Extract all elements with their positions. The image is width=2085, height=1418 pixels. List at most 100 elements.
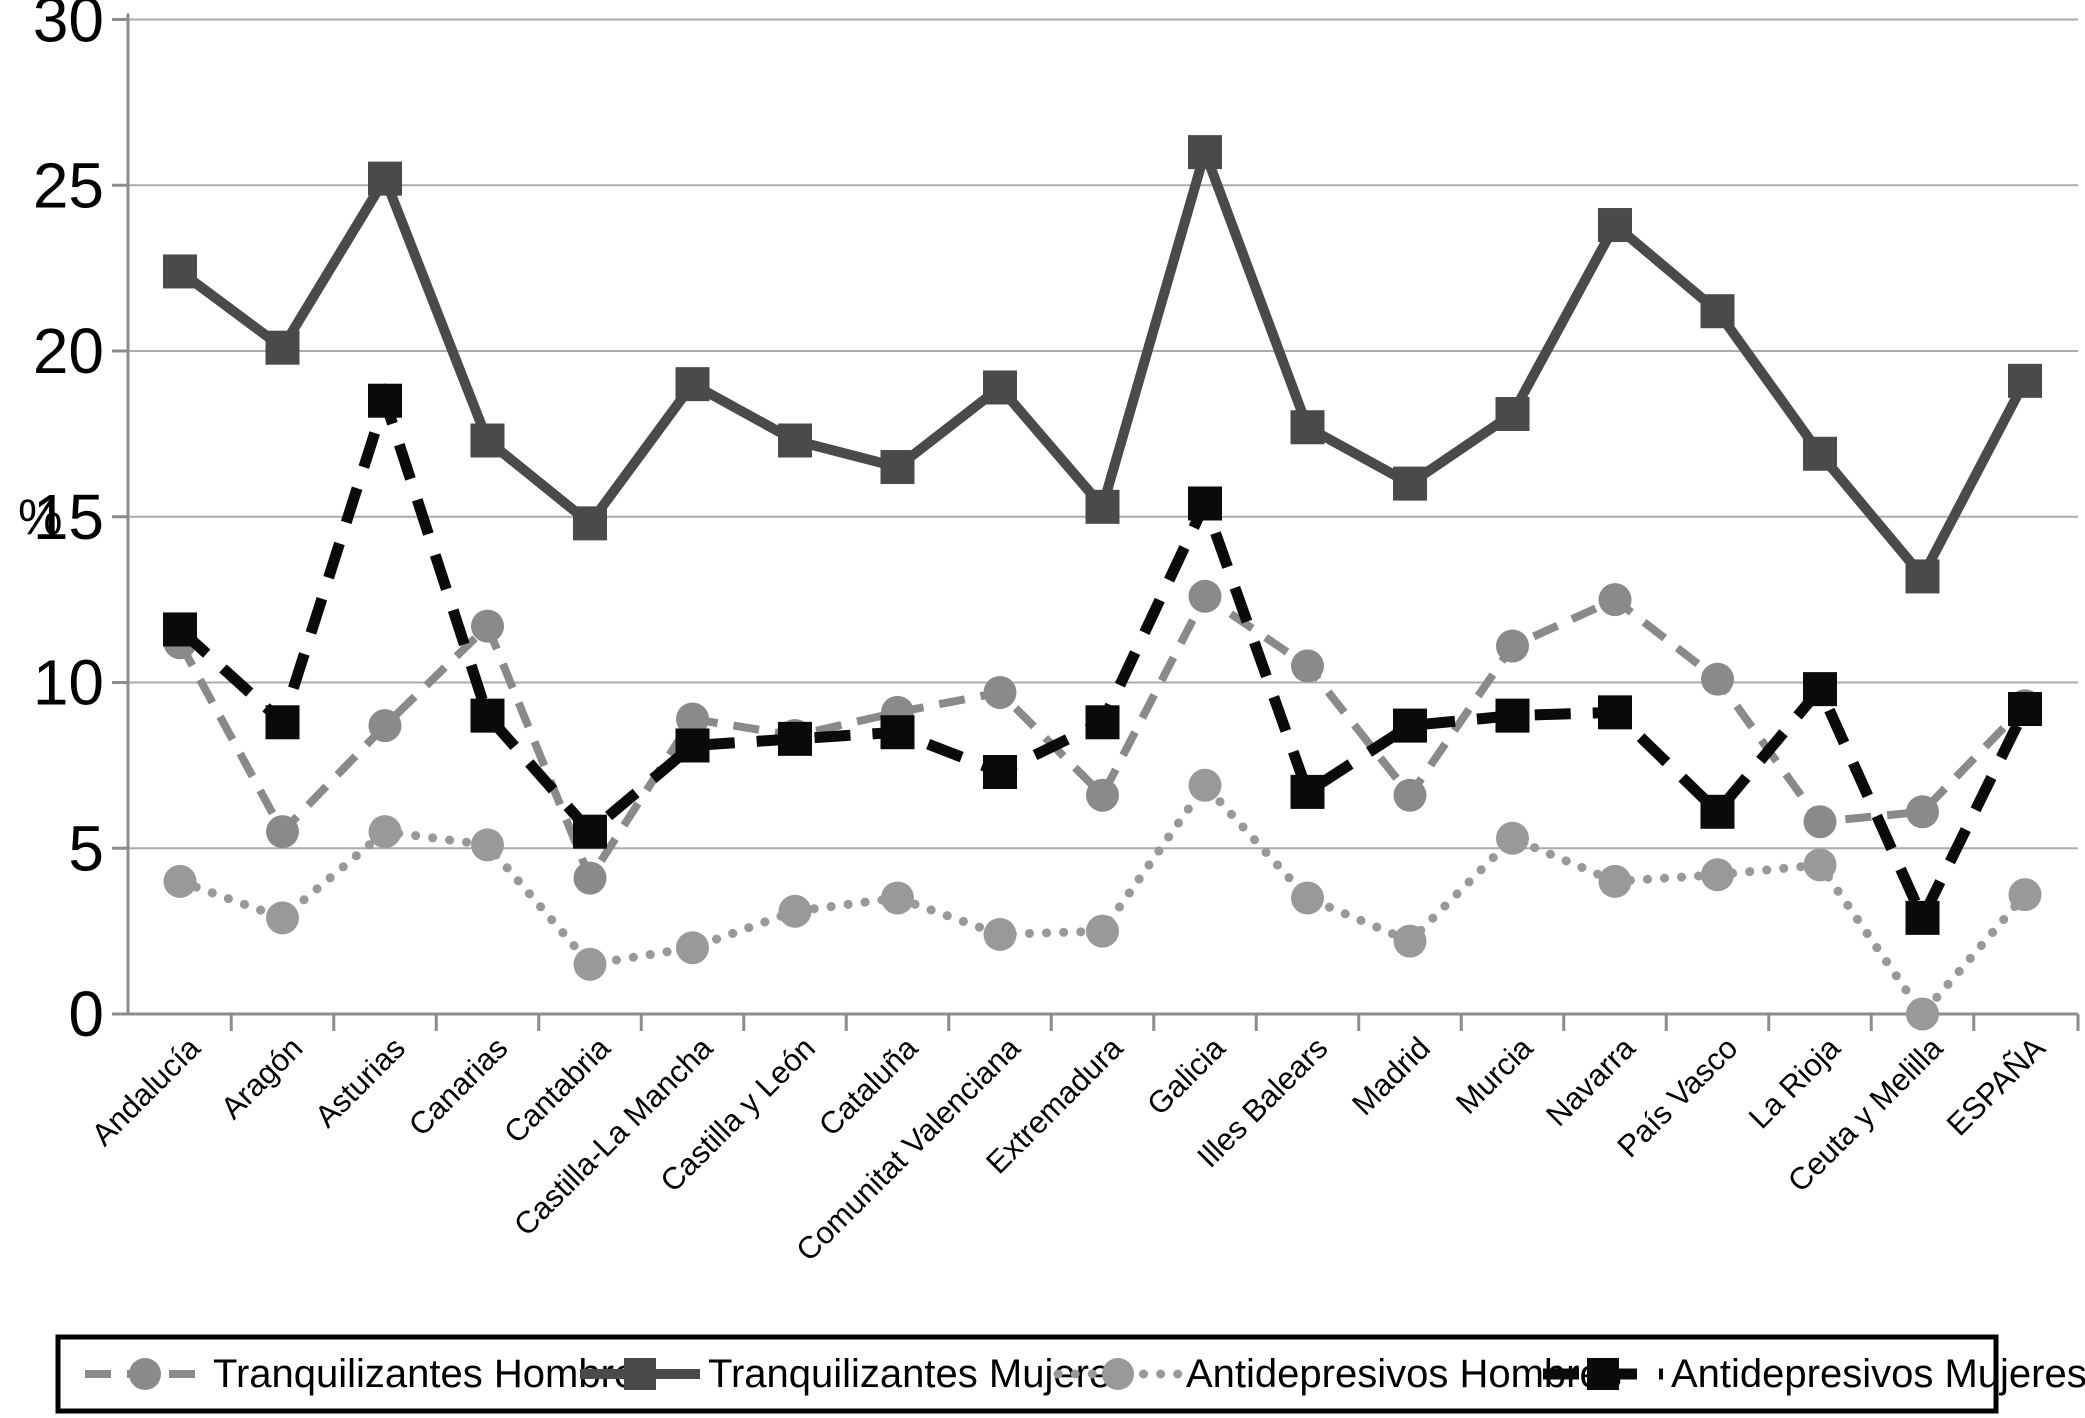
data-point-antidepresivos-hombres-asturias: [368, 815, 402, 849]
data-point-tranquilizantes-mujeres-madrid: [1393, 466, 1427, 501]
data-point-antidepresivos-mujeres-cataluna: [880, 715, 915, 750]
data-point-tranquilizantes-mujeres-navarra: [1598, 208, 1632, 243]
y-axis-tick-label: 15: [33, 481, 104, 553]
data-point-antidepresivos-hombres-cataluna: [881, 881, 914, 915]
data-point-tranquilizantes-mujeres-cataluna: [880, 450, 915, 485]
axes: [112, 13, 2080, 1031]
data-point-tranquilizantes-hombres-madrid: [1393, 778, 1427, 812]
data-point-antidepresivos-hombres-canarias: [471, 828, 504, 862]
y-axis-tick-label: 0: [68, 978, 104, 1050]
data-point-antidepresivos-hombres-espana: [2008, 878, 2042, 912]
data-point-antidepresivos-mujeres-castilla-y-leon: [778, 721, 812, 756]
data-point-antidepresivos-hombres-galicia: [1188, 768, 1222, 802]
data-point-antidepresivos-hombres-ceuta-y-melilla: [1906, 997, 1939, 1031]
data-point-antidepresivos-hombres-la-rioja: [1803, 848, 1837, 882]
y-axis-tick-label: 25: [33, 149, 104, 221]
legend-marker-circle: [129, 1358, 161, 1390]
legend-marker-circle: [1102, 1358, 1134, 1390]
data-point-tranquilizantes-mujeres-galicia: [1188, 135, 1222, 170]
x-axis-category-label-murcia: Murcia: [1449, 1030, 1540, 1121]
data-point-tranquilizantes-hombres-extremadura: [1086, 778, 1119, 812]
legend-item-antidepresivos-mujeres: Antidepresivos Mujeres: [1543, 1352, 2085, 1396]
data-point-antidepresivos-mujeres-murcia: [1495, 698, 1530, 733]
data-point-antidepresivos-hombres-navarra: [1598, 864, 1632, 898]
data-point-tranquilizantes-hombres-aragon: [266, 815, 299, 849]
x-axis-category-label-espana: ESPAÑA: [1940, 1030, 2052, 1142]
data-point-tranquilizantes-hombres-galicia: [1188, 579, 1222, 613]
data-point-tranquilizantes-mujeres-murcia: [1495, 396, 1530, 431]
data-point-tranquilizantes-hombres-canarias: [471, 609, 504, 643]
data-point-antidepresivos-hombres-pais-vasco: [1701, 858, 1734, 892]
data-point-antidepresivos-mujeres-andalucia: [163, 612, 197, 647]
legend-marker-square: [624, 1358, 656, 1390]
series-line-antidepresivos-hombres: [175, 778, 2030, 1022]
x-axis-category-label-madrid: Madrid: [1345, 1030, 1437, 1122]
data-point-antidepresivos-hombres-cantabria: [573, 947, 607, 981]
data-point-tranquilizantes-mujeres-extremadura: [1085, 489, 1120, 524]
data-point-tranquilizantes-mujeres-cantabria: [573, 506, 607, 541]
x-axis-category-label-castilla-la-mancha: Castilla-La Mancha: [507, 1030, 720, 1243]
data-point-antidepresivos-hombres-extremadura: [1086, 914, 1119, 948]
data-point-antidepresivos-mujeres-pais-vasco: [1700, 794, 1735, 829]
data-point-tranquilizantes-mujeres-illes-balears: [1290, 410, 1325, 445]
series-antidepresivos-hombres: [163, 768, 2042, 1031]
data-point-tranquilizantes-mujeres-castilla-y-leon: [778, 423, 812, 458]
data-point-tranquilizantes-hombres-navarra: [1598, 583, 1632, 617]
data-point-tranquilizantes-hombres-murcia: [1496, 629, 1529, 663]
data-point-antidepresivos-mujeres-espana: [2008, 692, 2042, 727]
legend-box: [55, 1334, 1999, 1414]
data-point-antidepresivos-mujeres-galicia: [1188, 486, 1222, 521]
y-axis-tick-label: 20: [33, 315, 104, 387]
data-point-tranquilizantes-hombres-asturias: [368, 709, 402, 743]
data-point-antidepresivos-hombres-comunitat-valenciana: [983, 917, 1017, 951]
x-axis-labels: Andalucía AragónAsturiasCanariasCantabria…: [85, 1030, 2052, 1268]
data-point-tranquilizantes-mujeres-castilla-la-mancha: [675, 367, 710, 402]
data-point-tranquilizantes-mujeres-la-rioja: [1803, 436, 1837, 471]
data-point-tranquilizantes-hombres-ceuta-y-melilla: [1906, 795, 1939, 829]
x-axis-category-label-navarra: Navarra: [1539, 1030, 1642, 1133]
data-point-tranquilizantes-mujeres-ceuta-y-melilla: [1905, 559, 1940, 594]
data-point-antidepresivos-mujeres-madrid: [1393, 708, 1427, 743]
y-axis-tick-label: 5: [68, 812, 104, 884]
x-axis-category-label-aragon: Aragón: [214, 1030, 309, 1125]
series-line-antidepresivos-mujeres: [176, 382, 2030, 931]
data-point-antidepresivos-mujeres-aragon: [265, 705, 300, 740]
data-point-antidepresivos-hombres-castilla-la-mancha: [676, 931, 709, 965]
data-point-tranquilizantes-hombres-illes-balears: [1291, 649, 1324, 683]
legend-label-tranquilizantes-mujeres: Tranquilizantes Mujeres: [708, 1352, 1131, 1396]
data-point-antidepresivos-hombres-illes-balears: [1291, 881, 1324, 915]
series-tranquilizantes-mujeres: [163, 135, 2042, 594]
data-point-tranquilizantes-mujeres-comunitat-valenciana: [983, 370, 1017, 405]
x-axis-category-label-la-rioja: La Rioja: [1742, 1030, 1848, 1136]
y-axis-title: %: [18, 489, 62, 545]
data-point-tranquilizantes-mujeres-pais-vasco: [1700, 294, 1735, 329]
data-point-tranquilizantes-hombres-cantabria: [573, 861, 607, 895]
data-point-antidepresivos-hombres-andalucia: [163, 864, 197, 898]
data-point-antidepresivos-hombres-aragon: [266, 901, 299, 935]
legend-item-antidepresivos-hombres: Antidepresivos Hombres: [1053, 1352, 1622, 1396]
legend: Tranquilizantes Hombres Tranquilizantes M…: [55, 1334, 2085, 1414]
data-point-antidepresivos-mujeres-cantabria: [573, 814, 607, 849]
data-point-tranquilizantes-mujeres-andalucia: [163, 254, 197, 289]
data-point-antidepresivos-hombres-madrid: [1393, 924, 1427, 958]
data-point-antidepresivos-mujeres-castilla-la-mancha: [675, 728, 710, 763]
data-point-antidepresivos-mujeres-la-rioja: [1803, 672, 1837, 707]
y-axis-tick-label: 10: [33, 647, 104, 719]
data-point-tranquilizantes-mujeres-aragon: [265, 330, 300, 365]
series-tranquilizantes-hombres: [163, 579, 2042, 895]
data-point-antidepresivos-mujeres-canarias: [470, 698, 505, 733]
data-point-antidepresivos-mujeres-asturias: [368, 383, 402, 418]
data-point-antidepresivos-mujeres-extremadura: [1085, 705, 1120, 740]
data-point-antidepresivos-mujeres-comunitat-valenciana: [983, 755, 1017, 790]
series-antidepresivos-mujeres: [163, 382, 2042, 935]
data-point-antidepresivos-hombres-murcia: [1496, 821, 1529, 855]
data-point-tranquilizantes-mujeres-asturias: [368, 161, 402, 196]
data-point-tranquilizantes-hombres-la-rioja: [1803, 805, 1837, 839]
data-point-antidepresivos-mujeres-navarra: [1598, 695, 1632, 730]
legend-marker-square: [1587, 1358, 1619, 1390]
data-point-tranquilizantes-hombres-castilla-la-mancha: [676, 702, 709, 736]
x-axis-category-label-galicia: Galicia: [1140, 1030, 1232, 1122]
data-point-tranquilizantes-hombres-comunitat-valenciana: [983, 675, 1017, 709]
